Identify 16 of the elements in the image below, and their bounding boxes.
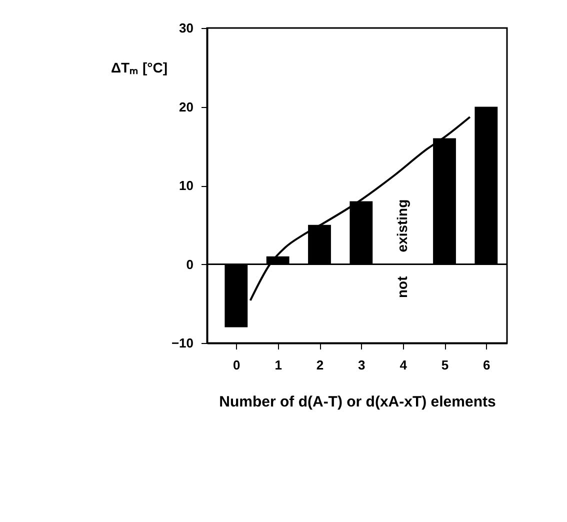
annotation: existing (394, 199, 410, 252)
y-axis-title: ΔTₘ [°C] (110, 60, 168, 76)
y-tick-label: −10 (171, 336, 194, 350)
y-tick-label: 30 (179, 20, 194, 36)
y-tick-label: 10 (179, 178, 194, 193)
x-tick-label: 5 (441, 358, 449, 372)
x-tick-label: 1 (274, 358, 282, 372)
y-tick-label: 0 (186, 256, 194, 272)
x-tick-label: 0 (233, 358, 240, 372)
x-tick-label: 2 (316, 358, 324, 372)
x-tick-label: 4 (400, 358, 408, 372)
x-tick-label: 6 (483, 358, 490, 372)
x-tick-label: 3 (358, 358, 366, 372)
y-tick-label: 20 (179, 99, 194, 114)
x-axis-title: Number of d(A-T) or d(xA-xT) elements (219, 394, 496, 410)
annotation: not (394, 276, 410, 298)
